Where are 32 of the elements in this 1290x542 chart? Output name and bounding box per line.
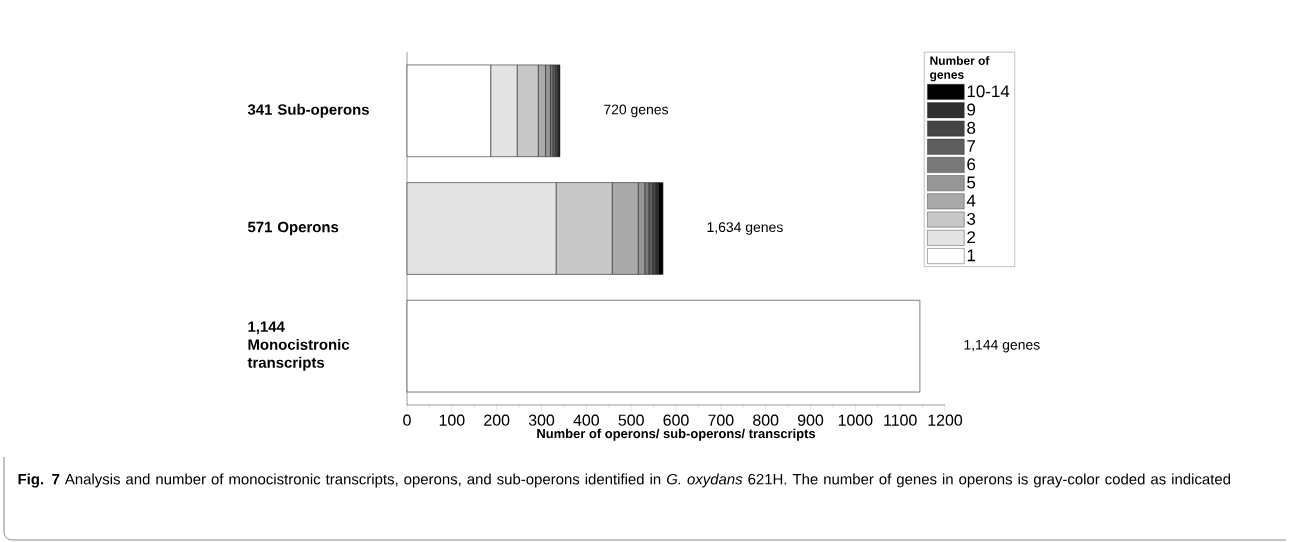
legend-label: 1 xyxy=(967,249,976,262)
x-tick-label: 200 xyxy=(484,414,510,426)
text: 1,144 genes xyxy=(964,339,1040,353)
legend-label: 6 xyxy=(967,158,976,171)
y-tick-label: 571 Operons xyxy=(247,221,339,236)
legend-label: 8 xyxy=(967,121,976,134)
x-tick-label: 0 xyxy=(403,414,411,426)
x-tick-label: 800 xyxy=(753,414,779,426)
y-tick-label: 1,144 Monocistronic transcripts xyxy=(247,321,350,371)
x-tick-label: 1200 xyxy=(928,414,963,426)
x-tick-label: 600 xyxy=(663,414,689,426)
legend-label: 5 xyxy=(967,176,976,189)
x-tick-label: 500 xyxy=(618,414,644,426)
annotation: 720 genes xyxy=(604,104,669,118)
x-axis-title: Number of operons/ sub-operons/ transcripts xyxy=(537,428,816,441)
legend-title: Number of genes xyxy=(930,56,990,82)
y-tick-label: 341 Sub-operons xyxy=(247,103,369,118)
legend-label: 7 xyxy=(967,140,976,152)
x-tick-label: 900 xyxy=(797,414,824,426)
x-tick-label: 300 xyxy=(528,414,555,426)
legend-label: 4 xyxy=(966,194,976,207)
legend-label: 10-14 xyxy=(967,85,1010,98)
annotation: 1,634 genes xyxy=(707,222,783,235)
legend-label: 3 xyxy=(967,212,976,225)
text: Fig. 7 Analysis and number of monocistronic transcripts, operons, and sub-operons identified in G. oxydans 621H. The number of genes in operons is gray-color coded as indicated xyxy=(18,473,1231,488)
x-tick-label: 100 xyxy=(439,414,465,426)
x-tick-label: 1000 xyxy=(838,414,873,426)
x-tick-label: 400 xyxy=(573,414,600,426)
x-tick-label: 1100 xyxy=(884,414,917,426)
legend-label: 9 xyxy=(967,103,976,116)
x-tick-label: 700 xyxy=(708,414,734,426)
legend-label: 2 xyxy=(967,231,976,244)
